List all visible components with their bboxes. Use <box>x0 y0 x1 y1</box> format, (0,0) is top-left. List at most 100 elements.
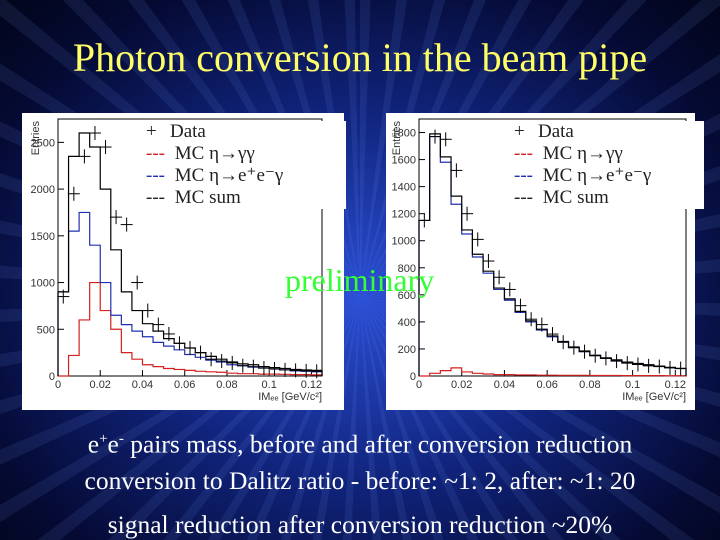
legend-label: MC η→e⁺e⁻γ <box>542 165 652 186</box>
caption-minus: - <box>118 431 124 447</box>
x-tick-label: 0.08 <box>579 379 600 391</box>
x-tick-label: 0.12 <box>665 379 686 391</box>
caption-line-1: e+e- pairs mass, before and after conver… <box>0 424 720 460</box>
legend-symbol: + <box>514 121 525 142</box>
data-point <box>631 357 644 372</box>
legend-symbol: + <box>146 121 157 142</box>
data-point <box>621 356 634 371</box>
y-tick-label: 1000 <box>392 236 416 248</box>
legend-row-mc-sum: --- MC sum <box>146 187 346 209</box>
y-tick-label: 1500 <box>31 231 55 243</box>
x-tick-label: 0.1 <box>625 379 640 391</box>
histogram-after: 0 200 400 600 800 1000 1200 1400 1600 1800 0 0.02 0.… <box>386 113 704 410</box>
y-tick-label: 1200 <box>392 209 416 221</box>
x-tick-label: 0.04 <box>132 379 153 391</box>
data-point <box>247 359 260 374</box>
x-tick-label: 0.12 <box>301 379 322 391</box>
data-point <box>514 298 527 313</box>
data-point <box>567 340 580 355</box>
legend-symbol: --- <box>514 143 533 164</box>
legend-symbol: --- <box>146 165 165 186</box>
data-point <box>88 126 101 141</box>
legend-row-mc-eeg: --- MC η→e⁺e⁻γ <box>146 165 346 187</box>
data-point <box>300 363 313 378</box>
data-point <box>450 163 463 178</box>
legend-after: + Data --- MC η→γγ --- MC η→e⁺e⁻γ --- MC … <box>514 121 704 209</box>
legend-label: MC sum <box>174 187 241 208</box>
data-point <box>110 210 123 225</box>
y-tick-label: 200 <box>398 344 416 356</box>
y-axis-label: Entries <box>30 121 42 156</box>
x-tick-label: 0.06 <box>174 379 195 391</box>
legend-label: MC sum <box>542 187 609 208</box>
data-point <box>439 132 452 147</box>
y-tick-label: 400 <box>398 317 416 329</box>
data-point <box>429 129 442 144</box>
y-tick-label: 0 <box>49 371 55 383</box>
data-point <box>78 149 91 164</box>
x-tick-label: 0.08 <box>216 379 237 391</box>
x-tick-label: 0.02 <box>90 379 111 391</box>
data-point <box>67 186 80 201</box>
y-tick-label: 2500 <box>31 137 55 149</box>
y-tick-label: 1400 <box>392 182 416 194</box>
x-tick-label: 0.02 <box>451 379 472 391</box>
x-tick-label: 0.1 <box>262 379 277 391</box>
data-point <box>610 354 623 369</box>
data-point <box>141 303 154 318</box>
legend-row-mc-gg: --- MC η→γγ <box>146 143 346 165</box>
data-point <box>131 275 144 290</box>
plot-frame <box>57 118 323 377</box>
data-point <box>152 317 165 332</box>
data-point <box>589 348 602 363</box>
legend-label: MC η→γγ <box>542 143 623 164</box>
data-point <box>461 206 474 221</box>
data-point <box>120 217 133 232</box>
legend-label: MC η→e⁺e⁻γ <box>174 165 284 186</box>
caption-line-3: signal reduction after conversion reduct… <box>107 510 613 539</box>
data-point <box>599 351 612 366</box>
data-point <box>279 362 292 377</box>
x-axis-label: IMₑₑ [GeV/c²] <box>622 391 686 403</box>
caption-plus: + <box>99 431 108 447</box>
x-tick-label: 0.06 <box>536 379 557 391</box>
data-point <box>503 282 516 297</box>
y-tick-label: 1800 <box>392 128 416 140</box>
x-tick-label: 0.04 <box>494 379 515 391</box>
legend-row-data: + Data <box>514 121 704 143</box>
data-point <box>173 336 186 351</box>
histogram-series-line <box>419 367 687 377</box>
data-point <box>535 317 548 332</box>
x-tick-label: 0 <box>416 379 422 391</box>
data-point <box>493 270 506 285</box>
x-axis-label: IMₑₑ [GeV/c²] <box>258 391 322 403</box>
data-point <box>557 335 570 350</box>
data-point <box>418 213 431 228</box>
x-tick-label: 0 <box>55 379 61 391</box>
legend-symbol: --- <box>514 187 533 208</box>
legend-label: Data <box>170 121 206 142</box>
data-point <box>310 364 323 379</box>
legend-symbol: --- <box>146 143 165 164</box>
data-point <box>653 359 666 374</box>
data-point <box>226 355 239 370</box>
y-tick-label: 1000 <box>31 278 55 290</box>
data-point <box>578 344 591 359</box>
data-point <box>236 358 249 373</box>
histogram-after-svg: 0 200 400 600 800 1000 1200 1400 1600 1800 0 0.02 0.… <box>391 118 687 403</box>
legend-row-mc-gg: --- MC η→γγ <box>514 143 704 165</box>
legend-row-data: + Data <box>146 121 346 143</box>
caption-text: pairs mass, before and after conversion … <box>123 429 633 459</box>
data-point <box>99 140 112 155</box>
histogram-before-svg: 0 500 1000 1500 2000 2500 0 0.02 0.04 0.06 0.08 0.1… <box>30 118 323 403</box>
legend-symbol: --- <box>514 165 533 186</box>
y-tick-label: 2000 <box>31 184 55 196</box>
data-point <box>471 232 484 247</box>
data-point <box>194 345 207 360</box>
legend-row-mc-sum: --- MC sum <box>514 187 704 209</box>
legend-label: Data <box>538 121 574 142</box>
y-tick-label: 500 <box>37 324 55 336</box>
data-point <box>184 340 196 355</box>
slide-title: Photon conversion in the beam pipe <box>72 35 648 80</box>
y-axis-label: Entries <box>391 121 403 156</box>
